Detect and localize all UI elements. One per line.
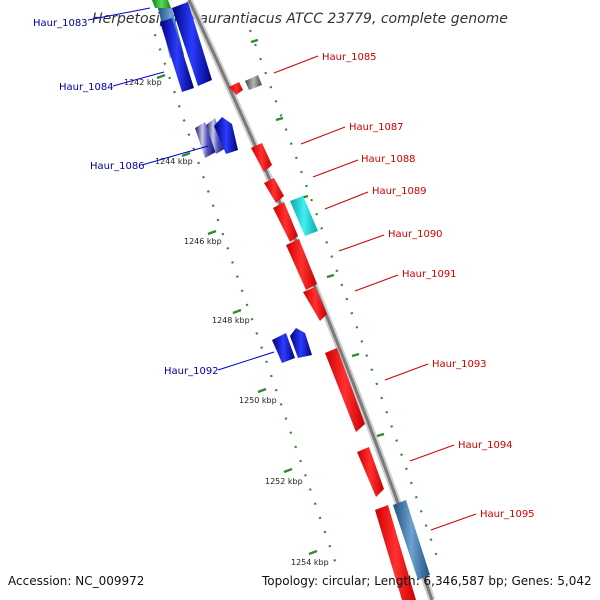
gene-label-haur-1087[interactable]: Haur_1087	[349, 122, 404, 133]
gene-feature-green[interactable]	[152, 0, 171, 8]
gene-feature-haur-1085-gray[interactable]	[245, 75, 262, 90]
accession-text: Accession: NC_009972	[8, 574, 145, 588]
gene-feature-haur-1091a[interactable]	[286, 239, 317, 290]
gene-labels-reverse: Haur_1083 Haur_1084 Haur_1086 Haur_1092	[33, 18, 219, 377]
gene-feature-haur-1084[interactable]	[172, 2, 212, 86]
gene-label-haur-1094[interactable]: Haur_1094	[458, 440, 513, 451]
inner-major-ticks	[156, 73, 318, 556]
gene-label-haur-1085[interactable]: Haur_1085	[322, 52, 377, 63]
tick-label: 1254 kbp	[291, 558, 329, 567]
tick-labels: 1242 kbp 1244 kbp 1246 kbp 1248 kbp 1250…	[124, 78, 329, 567]
gene-feature-haur-1088[interactable]	[264, 178, 284, 203]
tick-label: 1248 kbp	[212, 316, 250, 325]
gene-feature-haur-1086b[interactable]	[206, 118, 226, 154]
gene-feature-haur-1094[interactable]	[357, 447, 384, 497]
outer-major-ticks	[250, 38, 410, 518]
gene-feature-haur-1095-steel[interactable]	[393, 500, 430, 580]
tick-label: 1250 kbp	[239, 396, 277, 405]
leader-lines-reverse	[87, 7, 275, 371]
gene-label-haur-1091[interactable]: Haur_1091	[402, 269, 457, 280]
gene-labels-forward: Haur_1085 Haur_1087 Haur_1088 Haur_1089 …	[322, 52, 535, 520]
gene-label-haur-1095[interactable]: Haur_1095	[480, 509, 535, 520]
gene-feature-haur-1095-red[interactable]	[375, 505, 416, 600]
gene-feature-haur-1087[interactable]	[251, 143, 272, 172]
gene-label-haur-1083[interactable]: Haur_1083	[33, 18, 88, 29]
gene-label-haur-1086[interactable]: Haur_1086	[90, 161, 145, 172]
reverse-genes	[152, 0, 312, 363]
tick-label: 1244 kbp	[155, 157, 193, 166]
gene-feature-haur-1093[interactable]	[325, 348, 365, 432]
gene-label-haur-1090[interactable]: Haur_1090	[388, 229, 443, 240]
gene-feature-haur-1085-red[interactable]	[229, 82, 243, 95]
gene-feature-haur-1091b[interactable]	[303, 287, 327, 321]
tick-label: 1242 kbp	[124, 78, 162, 87]
gene-feature-haur-1092b[interactable]	[290, 328, 312, 358]
gene-label-haur-1084[interactable]: Haur_1084	[59, 82, 114, 93]
gene-feature-haur-1086a[interactable]	[195, 122, 216, 158]
gene-label-haur-1088[interactable]: Haur_1088	[361, 154, 416, 165]
gene-label-haur-1092[interactable]: Haur_1092	[164, 366, 219, 377]
gene-label-haur-1093[interactable]: Haur_1093	[432, 359, 487, 370]
tick-label: 1246 kbp	[184, 237, 222, 246]
gene-feature-haur-1089[interactable]	[290, 196, 318, 236]
leader-lines-forward	[273, 55, 477, 531]
topology-text: Topology: circular; Length: 6,346,587 bp…	[262, 574, 592, 588]
forward-genes	[229, 75, 430, 600]
gene-feature-haur-1083[interactable]	[160, 18, 194, 92]
gene-feature-haur-1092a[interactable]	[272, 333, 295, 363]
genome-title: Herpetosiphon aurantiacus ATCC 23779, co…	[92, 11, 508, 27]
tick-label: 1252 kbp	[265, 477, 303, 486]
gene-feature-haur-1086c[interactable]	[214, 117, 238, 154]
gene-feature-haur-1090[interactable]	[273, 202, 298, 242]
gene-label-haur-1089[interactable]: Haur_1089	[372, 186, 427, 197]
